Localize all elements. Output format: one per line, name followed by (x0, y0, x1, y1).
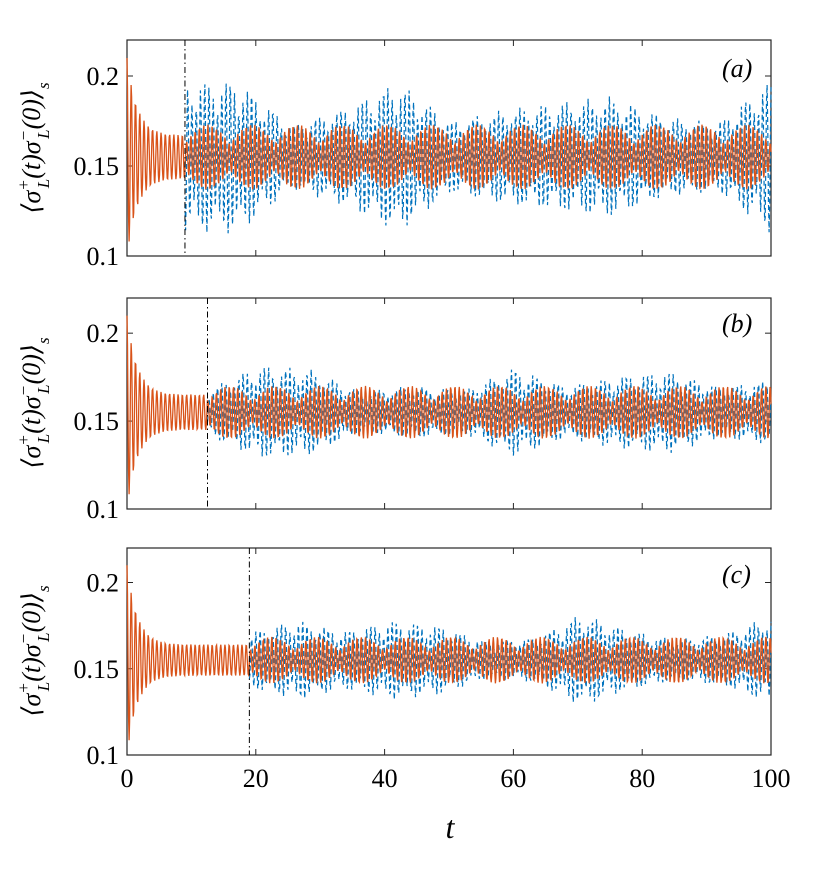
x-tick-label: 60 (500, 764, 526, 793)
panel-b: (b) ⟨σ+L(t)σ−L(0)⟩s 0.1 0.15 0.2 (14, 297, 772, 524)
y-tick-label: 0.15 (74, 152, 120, 181)
panel-a: (a) ⟨σ+L(t)σ−L(0)⟩s 0.1 0.15 0.2 (14, 39, 772, 271)
y-tick-label: 0.2 (87, 319, 120, 348)
y-tick-label: 0.2 (87, 569, 120, 598)
panel-c: (c) ⟨σ+L(t)σ−L(0)⟩s 0.1 0.15 0.2 0 20 40 60 80 1… (14, 547, 791, 793)
x-tick-label: 20 (243, 764, 269, 793)
x-tick-label: 100 (752, 764, 791, 793)
x-tick-label: 40 (372, 764, 398, 793)
series-blue-dashed (184, 83, 772, 234)
panel-label: (c) (722, 560, 751, 589)
x-tick-label: 0 (121, 764, 134, 793)
series-orange-solid (126, 315, 772, 495)
series-orange-solid (126, 565, 772, 741)
y-tick-label: 0.15 (74, 407, 120, 436)
y-axis-label: ⟨σ+L(t)σ−L(0)⟩s (14, 82, 53, 214)
x-axis-label: t (446, 809, 456, 845)
x-tick-label: 80 (629, 764, 655, 793)
y-tick-label: 0.2 (87, 62, 120, 91)
series-blue-dashed (248, 617, 772, 703)
y-tick-label: 0.1 (87, 741, 120, 770)
panel-label: (a) (722, 54, 752, 83)
y-axis-label: ⟨σ+L(t)σ−L(0)⟩s (14, 337, 53, 469)
panel-label: (b) (722, 309, 752, 338)
plot-area (126, 547, 772, 756)
series-orange-solid (126, 57, 772, 242)
y-tick-label: 0.1 (87, 242, 120, 271)
y-tick-label: 0.1 (87, 495, 120, 524)
y-axis-label: ⟨σ+L(t)σ−L(0)⟩s (14, 585, 53, 717)
y-tick-label: 0.15 (74, 655, 120, 684)
